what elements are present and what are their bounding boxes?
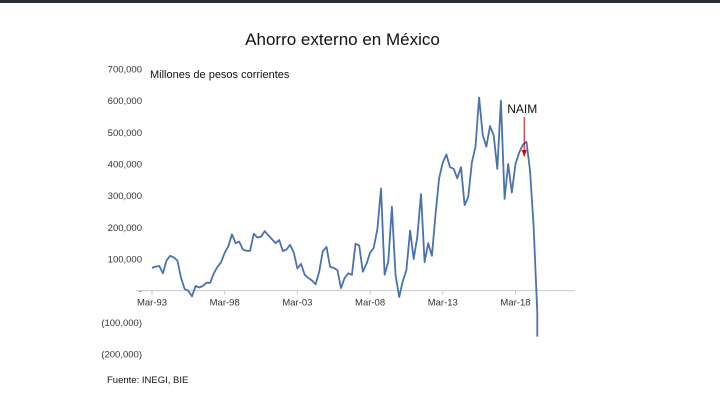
x-tick-label: Mar-98 [210, 298, 240, 309]
y-tick-label: 700,000 [108, 65, 142, 76]
x-tick-label: Mar-03 [282, 298, 312, 309]
annotation-label: NAIM [507, 102, 537, 116]
series-line [151, 96, 539, 337]
y-tick-label: 500,000 [108, 128, 142, 139]
annotation-arrow-head [521, 150, 527, 157]
y-tick-label: 100,000 [108, 255, 142, 266]
top-border [0, 0, 720, 3]
y-tick-label: 400,000 [108, 160, 142, 171]
y-tick-label: 600,000 [108, 96, 142, 107]
x-tick-label: Mar-08 [355, 298, 385, 309]
chart-title: Ahorro externo en México [245, 30, 440, 49]
y-tick-label: - [139, 286, 142, 297]
y-tick-label: 300,000 [108, 191, 142, 202]
y-tick-label: (200,000) [101, 350, 142, 361]
x-tick-label: Mar-13 [428, 298, 458, 309]
source-note: Fuente: INEGI, BIE [107, 375, 189, 386]
y-tick-label: (100,000) [101, 318, 142, 329]
x-tick-label: Mar-93 [137, 298, 167, 309]
x-tick-label: Mar-18 [500, 298, 530, 309]
y-tick-label: 200,000 [108, 223, 142, 234]
unit-label: Millones de pesos corrientes [150, 69, 290, 81]
